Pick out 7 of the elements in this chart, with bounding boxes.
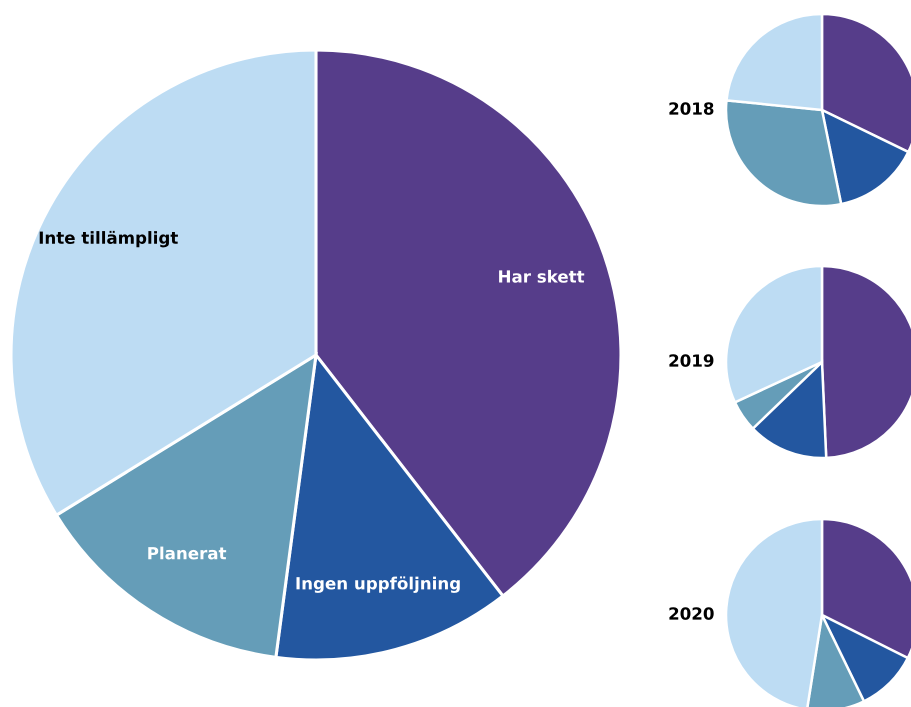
slice-label: Har skett (499, 270, 584, 283)
slice-label: Planerat (148, 546, 226, 560)
slice-label: Ingen uppföljning (296, 576, 460, 593)
text: 2020 (669, 607, 714, 620)
text: 2018 (669, 102, 714, 115)
slice-label: Inte tillämpligt (40, 230, 178, 248)
text: 2019 (669, 354, 714, 367)
